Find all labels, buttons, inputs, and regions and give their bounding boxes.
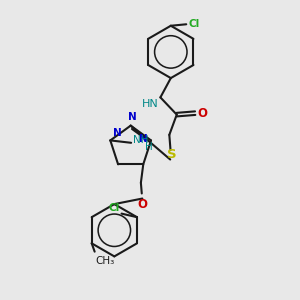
Text: Cl: Cl: [188, 19, 199, 29]
Text: N: N: [139, 134, 148, 144]
Text: O: O: [137, 198, 147, 211]
Text: HN: HN: [142, 99, 159, 109]
Text: O: O: [198, 106, 208, 120]
Text: N: N: [113, 128, 122, 138]
Text: Cl: Cl: [109, 203, 120, 213]
Text: CH₃: CH₃: [96, 256, 115, 266]
Text: S: S: [167, 148, 176, 161]
Text: H: H: [146, 142, 153, 152]
Text: NH: NH: [133, 135, 148, 145]
Text: N: N: [128, 112, 136, 122]
